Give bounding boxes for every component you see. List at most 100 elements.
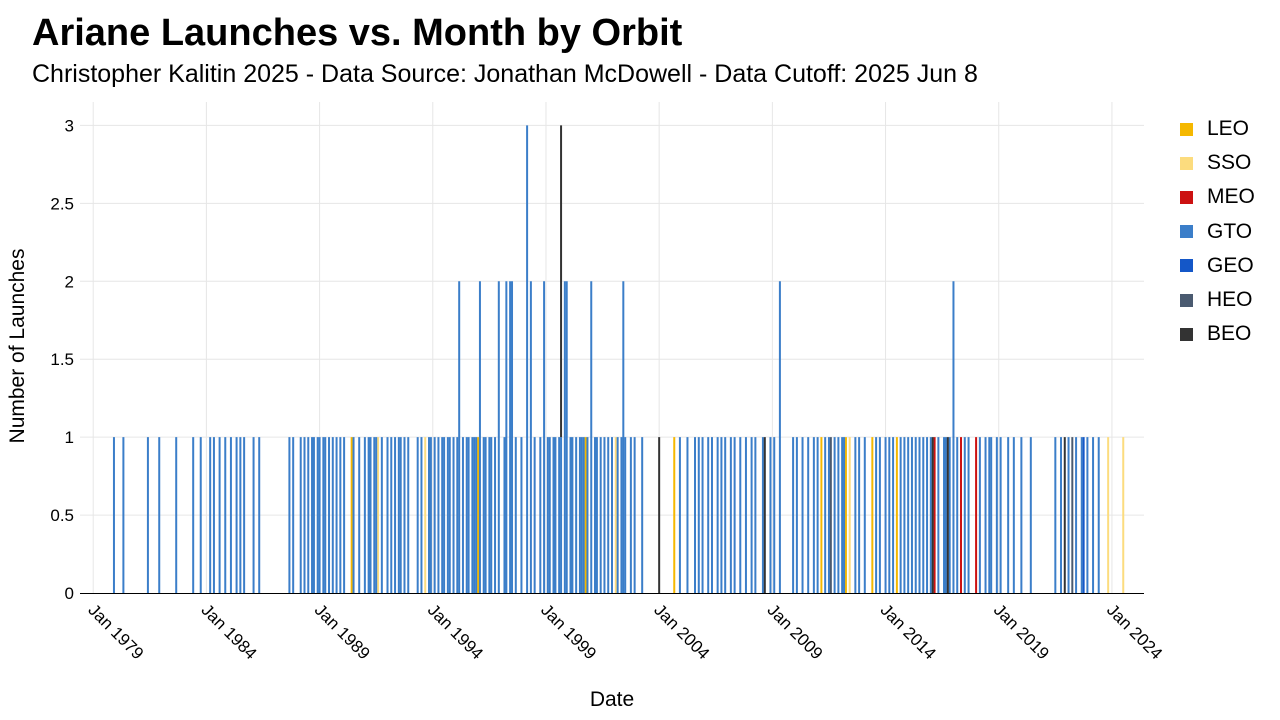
legend-item-sso[interactable]: SSO <box>1180 146 1255 180</box>
bar-gto <box>744 437 747 593</box>
x-tick-label: Jan 1979 <box>84 600 147 663</box>
grid-layer <box>80 102 1144 593</box>
bar-gto <box>878 437 881 593</box>
y-tick-label: 3 <box>65 116 74 135</box>
bar-gto <box>903 437 906 593</box>
bar-gto <box>990 437 993 593</box>
y-tick-label: 2 <box>65 272 74 291</box>
bar-gto <box>316 437 319 593</box>
bar-gto <box>552 437 555 593</box>
bar-gto <box>590 281 593 593</box>
bar-gto <box>754 437 757 593</box>
bar-beo <box>560 125 563 438</box>
bar-gto <box>505 281 508 593</box>
legend-item-leo[interactable]: LEO <box>1180 112 1255 146</box>
bar-gto <box>367 437 370 593</box>
bar-gto <box>490 437 493 593</box>
bar-gto <box>352 437 355 593</box>
bar-gto <box>1086 437 1089 593</box>
bar-gto <box>494 437 497 593</box>
bar-gto <box>475 437 478 593</box>
bar-gto <box>739 437 742 593</box>
chart-subtitle: Christopher Kalitin 2025 - Data Source: … <box>32 60 978 88</box>
bar-gto <box>373 437 376 593</box>
bar-gto <box>575 437 578 593</box>
bar-gto <box>403 437 406 593</box>
bar-layer <box>112 125 1125 593</box>
bar-gto <box>594 437 597 593</box>
bar-gto <box>773 437 776 593</box>
bar-gto <box>520 437 523 593</box>
bar-gto <box>620 437 623 593</box>
x-tick-label: Jan 1999 <box>537 600 600 663</box>
bar-gto <box>607 437 610 593</box>
bar-gto <box>629 437 632 593</box>
bar-gto <box>484 437 487 593</box>
bar-gto <box>888 437 891 593</box>
legend-item-beo[interactable]: BEO <box>1180 317 1255 351</box>
bar-gto <box>1029 437 1032 593</box>
bar-gto <box>984 437 987 593</box>
bar-gto <box>563 281 566 593</box>
bar-gto <box>243 437 246 593</box>
bar-gto <box>694 437 697 593</box>
legend-swatch <box>1180 156 1193 170</box>
x-tick-label: Jan 1989 <box>311 600 374 663</box>
bar-gto <box>918 437 921 593</box>
bar-gto <box>526 125 529 593</box>
bar-gto <box>603 437 606 593</box>
y-tick-label: 0 <box>65 584 74 603</box>
legend-item-meo[interactable]: MEO <box>1180 180 1255 214</box>
legend-item-geo[interactable]: GEO <box>1180 249 1255 283</box>
bar-gto <box>514 437 517 593</box>
bar-gto <box>807 437 810 593</box>
bar-gto <box>1097 437 1100 593</box>
bar-leo <box>350 437 353 593</box>
bar-gto <box>611 437 613 593</box>
bar-gto <box>580 437 583 593</box>
bar-gto <box>529 281 532 593</box>
bar-gto <box>795 437 798 593</box>
bar-gto <box>554 437 557 593</box>
bar-beo <box>1063 437 1066 593</box>
legend-label: GTO <box>1207 219 1253 243</box>
bar-gto <box>622 281 625 593</box>
bar-gto <box>716 437 719 593</box>
bar-gto <box>420 437 423 593</box>
bar-gto <box>967 437 970 593</box>
bar-gto <box>943 437 946 593</box>
bar-gto <box>1020 437 1023 593</box>
bar-gto <box>292 437 295 593</box>
bar-gto <box>546 437 549 593</box>
legend-item-gto[interactable]: GTO <box>1180 215 1255 249</box>
bar-gto <box>724 437 727 593</box>
bar-gto <box>701 437 704 593</box>
bar-leo <box>584 437 587 593</box>
bar-gto <box>761 437 764 593</box>
bar-gto <box>533 437 536 593</box>
bar-beo <box>658 437 661 593</box>
bar-gto <box>929 437 932 593</box>
bar-gto <box>335 437 338 593</box>
bar-gto <box>452 437 455 593</box>
bar-gto <box>999 437 1002 593</box>
chart-title: Ariane Launches vs. Month by Orbit <box>32 12 683 54</box>
bar-gto <box>824 437 827 593</box>
bar-gto <box>995 437 998 593</box>
bar-gto <box>212 437 215 593</box>
bar-gto <box>386 437 389 593</box>
bar-gto <box>461 437 464 593</box>
bar-gto <box>543 281 546 593</box>
bar-gto <box>218 437 221 593</box>
bar-gto <box>539 437 542 593</box>
bar-gto <box>827 437 830 593</box>
bar-gto <box>769 437 772 593</box>
bar-gto <box>339 437 342 593</box>
legend-item-heo[interactable]: HEO <box>1180 283 1255 317</box>
legend-swatch <box>1180 327 1193 341</box>
bar-gto <box>446 437 449 593</box>
x-axis-label: Date <box>590 688 634 711</box>
x-tick-label: Jan 1994 <box>424 600 487 663</box>
bar-gto <box>407 437 410 593</box>
bar-sso <box>424 437 427 593</box>
